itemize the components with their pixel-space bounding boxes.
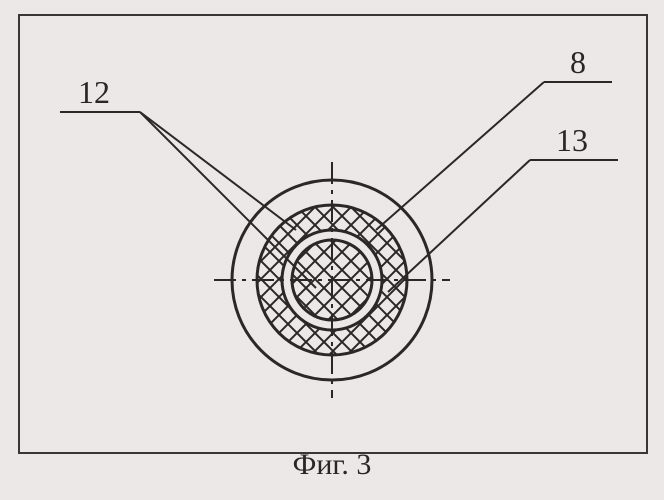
- callout-label-12: 12: [78, 74, 110, 111]
- callout-label-8: 8: [570, 44, 586, 81]
- callout-label-13: 13: [556, 122, 588, 159]
- figure-caption: Фиг. 3: [0, 448, 664, 482]
- page: { "figure": { "caption": "Фиг. 3", "capt…: [0, 0, 664, 500]
